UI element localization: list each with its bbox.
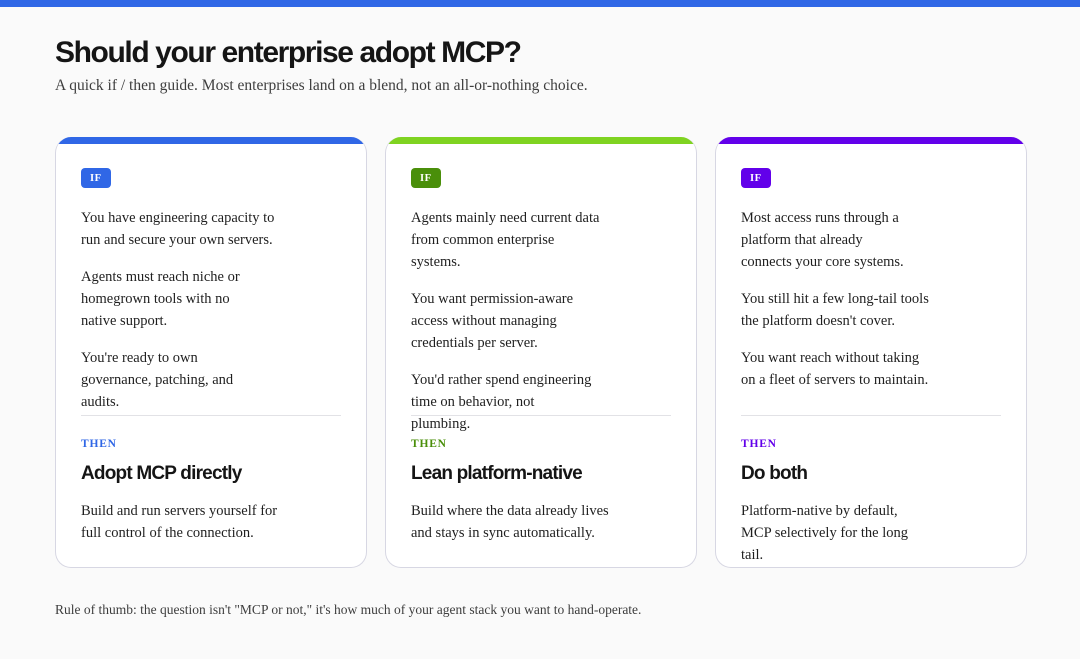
condition-list: Most access runs through a platform that… [741, 207, 1001, 391]
card-platform-native: IF Agents mainly need current data from … [385, 137, 697, 568]
condition-item: You want permission-aware access without… [411, 291, 574, 351]
card-do-both: IF Most access runs through a platform t… [715, 137, 1027, 568]
outcome-title: Adopt MCP directly [81, 463, 242, 484]
condition-list: You have engineering capacity to run and… [81, 207, 281, 413]
condition-item: You want reach without taking on a fleet… [741, 350, 929, 388]
decision-cards: IF You have engineering capacity to run … [55, 137, 1027, 568]
condition-item: You have engineering capacity to run and… [81, 210, 275, 248]
condition-list: Agents mainly need current data from com… [411, 207, 671, 435]
condition-item: You're ready to own governance, patching… [81, 350, 234, 410]
then-label: THEN [411, 438, 447, 450]
outcome-description: Build where the data already lives and s… [411, 503, 609, 541]
card-accent-bar [56, 137, 366, 144]
card-adopt-mcp: IF You have engineering capacity to run … [55, 137, 367, 568]
card-divider [741, 415, 1001, 416]
if-badge: IF [741, 168, 771, 188]
condition-item: You still hit a few long-tail tools the … [741, 291, 929, 329]
card-divider [411, 415, 671, 416]
outcome-description: Build and run servers yourself for full … [81, 503, 278, 541]
card-accent-bar [386, 137, 696, 144]
condition-item: Most access runs through a platform that… [741, 210, 904, 270]
if-badge: IF [411, 168, 441, 188]
page-title: Should your enterprise adopt MCP? [55, 36, 522, 69]
footer-note: Rule of thumb: the question isn't "MCP o… [55, 602, 642, 617]
card-accent-bar [716, 137, 1026, 144]
outcome-title: Lean platform-native [411, 463, 583, 484]
then-label: THEN [741, 438, 777, 450]
if-badge: IF [81, 168, 111, 188]
page-subtitle: A quick if / then guide. Most enterprise… [55, 77, 588, 94]
top-accent-bar [0, 0, 1080, 7]
outcome-description: Platform-native by default, MCP selectiv… [741, 503, 908, 563]
condition-item: You'd rather spend engineering time on b… [411, 372, 592, 432]
outcome-title: Do both [741, 463, 808, 484]
then-label: THEN [81, 438, 117, 450]
card-divider [81, 415, 341, 416]
condition-item: Agents mainly need current data from com… [411, 210, 600, 270]
condition-item: Agents must reach niche or homegrown too… [81, 269, 240, 329]
